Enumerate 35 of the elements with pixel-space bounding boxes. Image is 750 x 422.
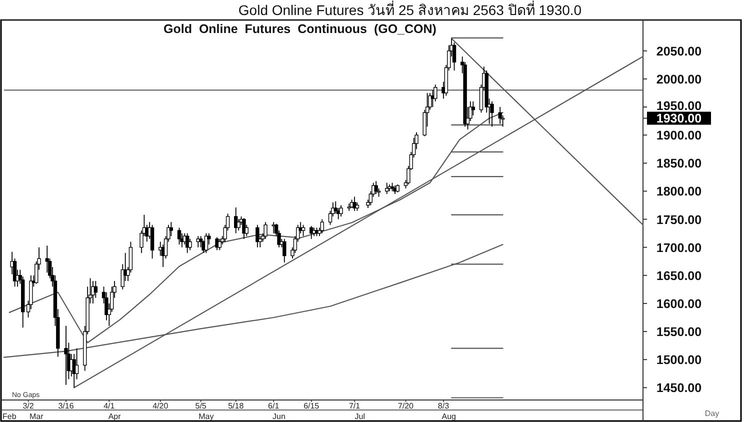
y-tick-label: 1750.00 — [656, 212, 702, 227]
x-tick-label: 4/20 — [152, 402, 169, 410]
y-tick-label: 1550.00 — [656, 325, 702, 340]
x-tick-label: 4/1 — [104, 402, 116, 410]
x-tick-label: 8/3 — [438, 402, 450, 410]
y-tick-label: 1500.00 — [656, 353, 702, 368]
text: Day — [704, 409, 720, 418]
y-tick-label: 2050.00 — [656, 44, 702, 58]
x-tick-label: 5/5 — [195, 402, 207, 410]
x-tick-label: 3/2 — [22, 402, 34, 410]
y-tick-label: 1700.00 — [656, 240, 702, 255]
x2-tick-label: Feb — [2, 412, 17, 421]
y-tick-label: 1650.00 — [656, 268, 702, 283]
x-tick-label: 6/1 — [268, 402, 280, 410]
y-tick-label: 1950.00 — [656, 99, 702, 114]
x2-tick-label: Apr — [108, 412, 122, 421]
x2-tick-label: Mar — [29, 412, 44, 421]
x-tick-label: 7/20 — [398, 402, 414, 410]
y-tick-label: 1450.00 — [656, 381, 702, 396]
x-tick-label: 6/15 — [304, 402, 320, 410]
y-tick-label: 1850.00 — [656, 156, 702, 171]
x-tick-label: 5/18 — [228, 402, 244, 410]
y-tick-label: 2000.00 — [656, 72, 702, 86]
y-tick-label: 1800.00 — [656, 184, 702, 199]
chart-title: Gold Online Futures วันที่ 25 สิงหาคม 2563 ปิดที่ 1930.0 — [238, 1, 582, 18]
x2-tick-label: Jul — [354, 412, 366, 421]
y-tick-label: 1600.00 — [656, 296, 702, 311]
y-tick-label: 1930.00 — [656, 112, 702, 126]
x-tick-label: 7/1 — [348, 402, 361, 410]
chart-subtitle: Gold Online Futures Continuous (GO_CON) — [164, 22, 436, 36]
x-tick-label: 3/16 — [58, 402, 74, 410]
x2-tick-label: Jun — [272, 412, 286, 421]
x2-tick-label: Aug — [442, 412, 456, 421]
y-tick-label: 1900.00 — [656, 128, 702, 143]
x2-tick-label: May — [198, 412, 214, 421]
